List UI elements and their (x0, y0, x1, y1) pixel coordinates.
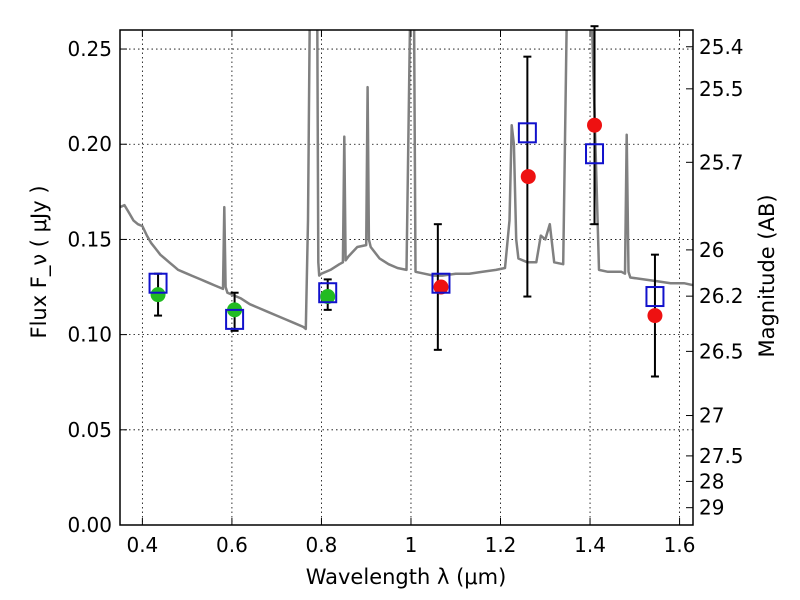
plot-frame (119, 29, 694, 526)
mag-tick-label: 27 (699, 404, 724, 428)
mag-tick-label: 29 (699, 496, 724, 520)
spectrum-line (120, 30, 693, 331)
red-point (520, 169, 536, 185)
y-tick-label: 0.20 (67, 132, 112, 156)
y2-axis-label: Magnitude (AB) (755, 194, 779, 357)
model-square (318, 282, 338, 304)
model-bandpass-points (148, 122, 665, 330)
y-tick-label: 0.05 (67, 418, 112, 442)
green-point (320, 289, 336, 305)
x-tick-label: 1 (405, 533, 418, 557)
mag-tick-label: 26.5 (699, 339, 744, 363)
model-square (431, 272, 451, 294)
x-tick-label: 0.8 (306, 533, 338, 557)
model-square (645, 286, 665, 308)
x-tick-label: 0.4 (126, 533, 158, 557)
y-tick-label: 0.10 (67, 323, 112, 347)
x-tick-label: 1.4 (574, 533, 606, 557)
y-tick-label: 0.25 (67, 37, 112, 61)
mag-tick-label: 25.7 (699, 150, 744, 174)
y-tick-label: 0.00 (67, 513, 112, 537)
mag-tick-label: 27.5 (699, 444, 744, 468)
mag-tick-label: 25.5 (699, 77, 744, 101)
red-point (433, 279, 449, 295)
x-axis-label: Wavelength λ (μm) (306, 565, 507, 589)
model-square (148, 272, 168, 294)
x-tick-label: 0.6 (216, 533, 248, 557)
model-square (225, 308, 245, 330)
model-spectrum (120, 30, 693, 331)
model-square (585, 143, 605, 165)
grid (120, 30, 693, 526)
y-tick-label: 0.15 (67, 227, 112, 251)
mag-tick-label: 25.4 (699, 35, 744, 59)
x-tick-label: 1.2 (485, 533, 517, 557)
y-axis-label: Flux F_ν ( μJy ) (27, 185, 52, 338)
mag-tick-label: 26 (699, 238, 724, 262)
x-tick-label: 1.6 (664, 533, 696, 557)
red-point (647, 308, 663, 324)
axis-ticks: 0.4 0.6 0.8 1 1.2 1.4 1.6 0.00 0.05 0.10 0.15 0.20 0… (67, 30, 744, 557)
model-square (517, 122, 537, 144)
green-point (150, 287, 166, 303)
mag-tick-label: 28 (699, 469, 724, 493)
mag-tick-label: 26.2 (699, 284, 744, 308)
red-point (587, 117, 603, 133)
